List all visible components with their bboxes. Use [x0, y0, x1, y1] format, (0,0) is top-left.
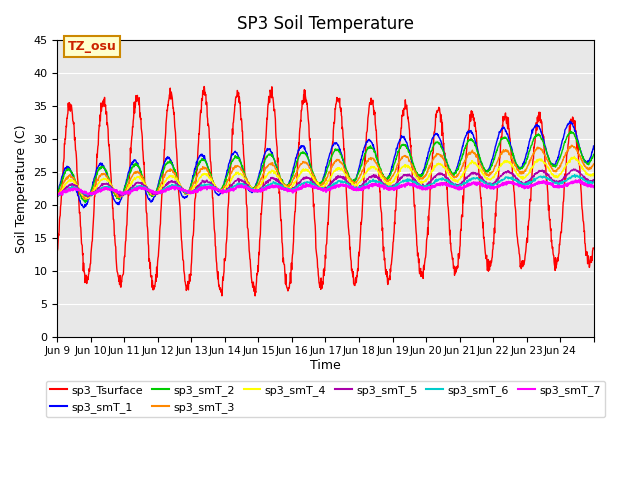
Line: sp3_smT_2: sp3_smT_2	[58, 131, 593, 203]
sp3_smT_5	[570, 166, 577, 172]
sp3_smT_6	[54, 192, 61, 197]
sp3_smT_2	[452, 170, 460, 176]
sp3_Tsurface	[584, 254, 591, 260]
sp3_smT_6	[301, 180, 309, 186]
X-axis label: Time: Time	[310, 359, 341, 372]
sp3_smT_1	[80, 205, 88, 211]
sp3_smT_4	[301, 167, 309, 173]
sp3_smT_7	[452, 185, 460, 191]
Line: sp3_smT_3: sp3_smT_3	[58, 145, 593, 199]
Text: TZ_osu: TZ_osu	[67, 40, 116, 53]
sp3_smT_2	[584, 161, 591, 167]
sp3_smT_4	[54, 193, 61, 199]
sp3_smT_6	[589, 179, 597, 185]
Line: sp3_smT_5: sp3_smT_5	[58, 169, 593, 197]
sp3_Tsurface	[589, 245, 597, 251]
sp3_smT_1	[54, 192, 61, 197]
sp3_smT_2	[566, 128, 574, 134]
sp3_smT_4	[570, 154, 578, 159]
sp3_smT_2	[589, 152, 597, 157]
sp3_Tsurface	[252, 293, 259, 299]
sp3_smT_3	[138, 173, 145, 179]
sp3_smT_5	[589, 177, 597, 182]
sp3_smT_1	[452, 168, 460, 174]
sp3_smT_5	[301, 175, 309, 180]
sp3_smT_7	[583, 182, 591, 188]
sp3_Tsurface	[54, 248, 61, 253]
sp3_Tsurface	[452, 268, 460, 274]
sp3_smT_1	[584, 160, 591, 166]
sp3_smT_7	[531, 181, 538, 187]
Line: sp3_smT_7: sp3_smT_7	[58, 180, 593, 195]
sp3_smT_3	[531, 149, 538, 155]
Line: sp3_Tsurface: sp3_Tsurface	[58, 86, 593, 296]
sp3_smT_6	[584, 179, 591, 185]
Line: sp3_smT_1: sp3_smT_1	[58, 121, 593, 208]
sp3_smT_1	[312, 180, 319, 186]
sp3_Tsurface	[302, 96, 310, 101]
sp3_smT_2	[54, 191, 61, 197]
sp3_smT_4	[84, 196, 92, 202]
sp3_smT_5	[138, 180, 145, 186]
sp3_smT_3	[312, 178, 319, 184]
sp3_smT_4	[138, 176, 145, 181]
sp3_smT_6	[138, 183, 145, 189]
sp3_smT_2	[81, 200, 89, 205]
sp3_smT_3	[301, 159, 309, 165]
sp3_smT_5	[312, 182, 319, 188]
sp3_smT_5	[84, 194, 92, 200]
sp3_smT_7	[589, 184, 597, 190]
sp3_smT_7	[301, 183, 309, 189]
sp3_smT_6	[54, 192, 62, 198]
sp3_Tsurface	[312, 245, 320, 251]
sp3_smT_5	[531, 171, 538, 177]
sp3_smT_7	[138, 186, 145, 192]
Title: SP3 Soil Temperature: SP3 Soil Temperature	[237, 15, 414, 33]
sp3_smT_1	[531, 124, 538, 130]
sp3_smT_2	[301, 151, 309, 157]
sp3_smT_1	[566, 118, 573, 124]
sp3_Tsurface	[138, 125, 145, 131]
sp3_Tsurface	[200, 84, 208, 89]
sp3_smT_1	[589, 143, 597, 149]
sp3_Tsurface	[531, 140, 539, 146]
sp3_smT_2	[312, 176, 319, 181]
sp3_smT_1	[138, 173, 145, 179]
sp3_smT_5	[584, 176, 591, 182]
sp3_smT_4	[589, 171, 597, 177]
sp3_smT_6	[452, 184, 460, 190]
sp3_smT_7	[54, 192, 61, 198]
sp3_smT_6	[531, 177, 538, 183]
sp3_smT_6	[571, 172, 579, 178]
sp3_smT_4	[452, 179, 460, 185]
sp3_smT_5	[452, 181, 460, 187]
sp3_smT_4	[312, 179, 319, 185]
sp3_smT_4	[531, 159, 538, 165]
sp3_smT_3	[54, 193, 61, 199]
sp3_smT_1	[301, 148, 309, 154]
Line: sp3_smT_4: sp3_smT_4	[58, 156, 593, 199]
sp3_smT_7	[311, 185, 319, 191]
sp3_smT_4	[584, 171, 591, 177]
sp3_smT_3	[568, 143, 575, 148]
sp3_smT_3	[452, 174, 460, 180]
Line: sp3_smT_6: sp3_smT_6	[58, 175, 593, 195]
Y-axis label: Soil Temperature (C): Soil Temperature (C)	[15, 124, 28, 252]
sp3_smT_2	[138, 171, 145, 177]
sp3_smT_3	[589, 161, 597, 167]
sp3_smT_2	[531, 135, 538, 141]
sp3_smT_7	[575, 177, 583, 183]
sp3_smT_5	[54, 193, 61, 199]
sp3_smT_3	[584, 166, 591, 172]
sp3_smT_6	[312, 182, 319, 188]
Legend: sp3_Tsurface, sp3_smT_1, sp3_smT_2, sp3_smT_3, sp3_smT_4, sp3_smT_5, sp3_smT_6, : sp3_Tsurface, sp3_smT_1, sp3_smT_2, sp3_…	[46, 381, 605, 417]
sp3_smT_3	[81, 196, 89, 202]
